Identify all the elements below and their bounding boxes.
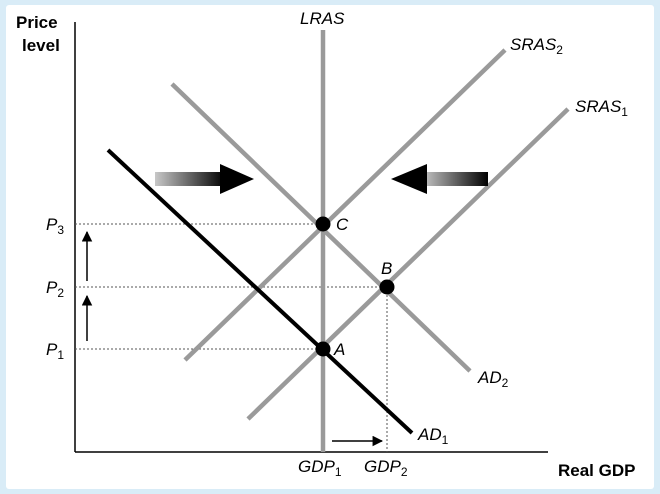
p2-label: P2 (46, 278, 64, 300)
diagram-frame (6, 5, 654, 489)
gdp2-label: GDP2 (364, 457, 408, 479)
gdp1-label: GDP1 (298, 457, 342, 479)
sras2-label: SRAS2 (510, 35, 563, 57)
sras1-curve (246, 107, 570, 421)
y-axis-label-line2: level (22, 36, 60, 55)
point-b-dot (379, 279, 395, 295)
ad2-label: AD2 (477, 368, 509, 390)
right-shift-arrow (155, 164, 254, 194)
sras2-curve (183, 48, 507, 362)
point-a-label: A (333, 340, 345, 359)
y-axis-label-line1: Price (16, 13, 58, 32)
ad1-label: AD1 (417, 425, 449, 447)
point-a-dot (315, 341, 331, 357)
left-shift-arrow (391, 164, 488, 194)
ad1-curve (106, 148, 414, 435)
sras1-label: SRAS1 (575, 97, 628, 119)
x-axis-label: Real GDP (558, 461, 635, 480)
point-b-label: B (381, 259, 392, 278)
point-c-label: C (336, 215, 349, 234)
p1-label: P1 (46, 340, 64, 362)
p3-label: P3 (46, 215, 64, 237)
point-c-dot (315, 216, 331, 232)
lras-label: LRAS (300, 9, 345, 28)
